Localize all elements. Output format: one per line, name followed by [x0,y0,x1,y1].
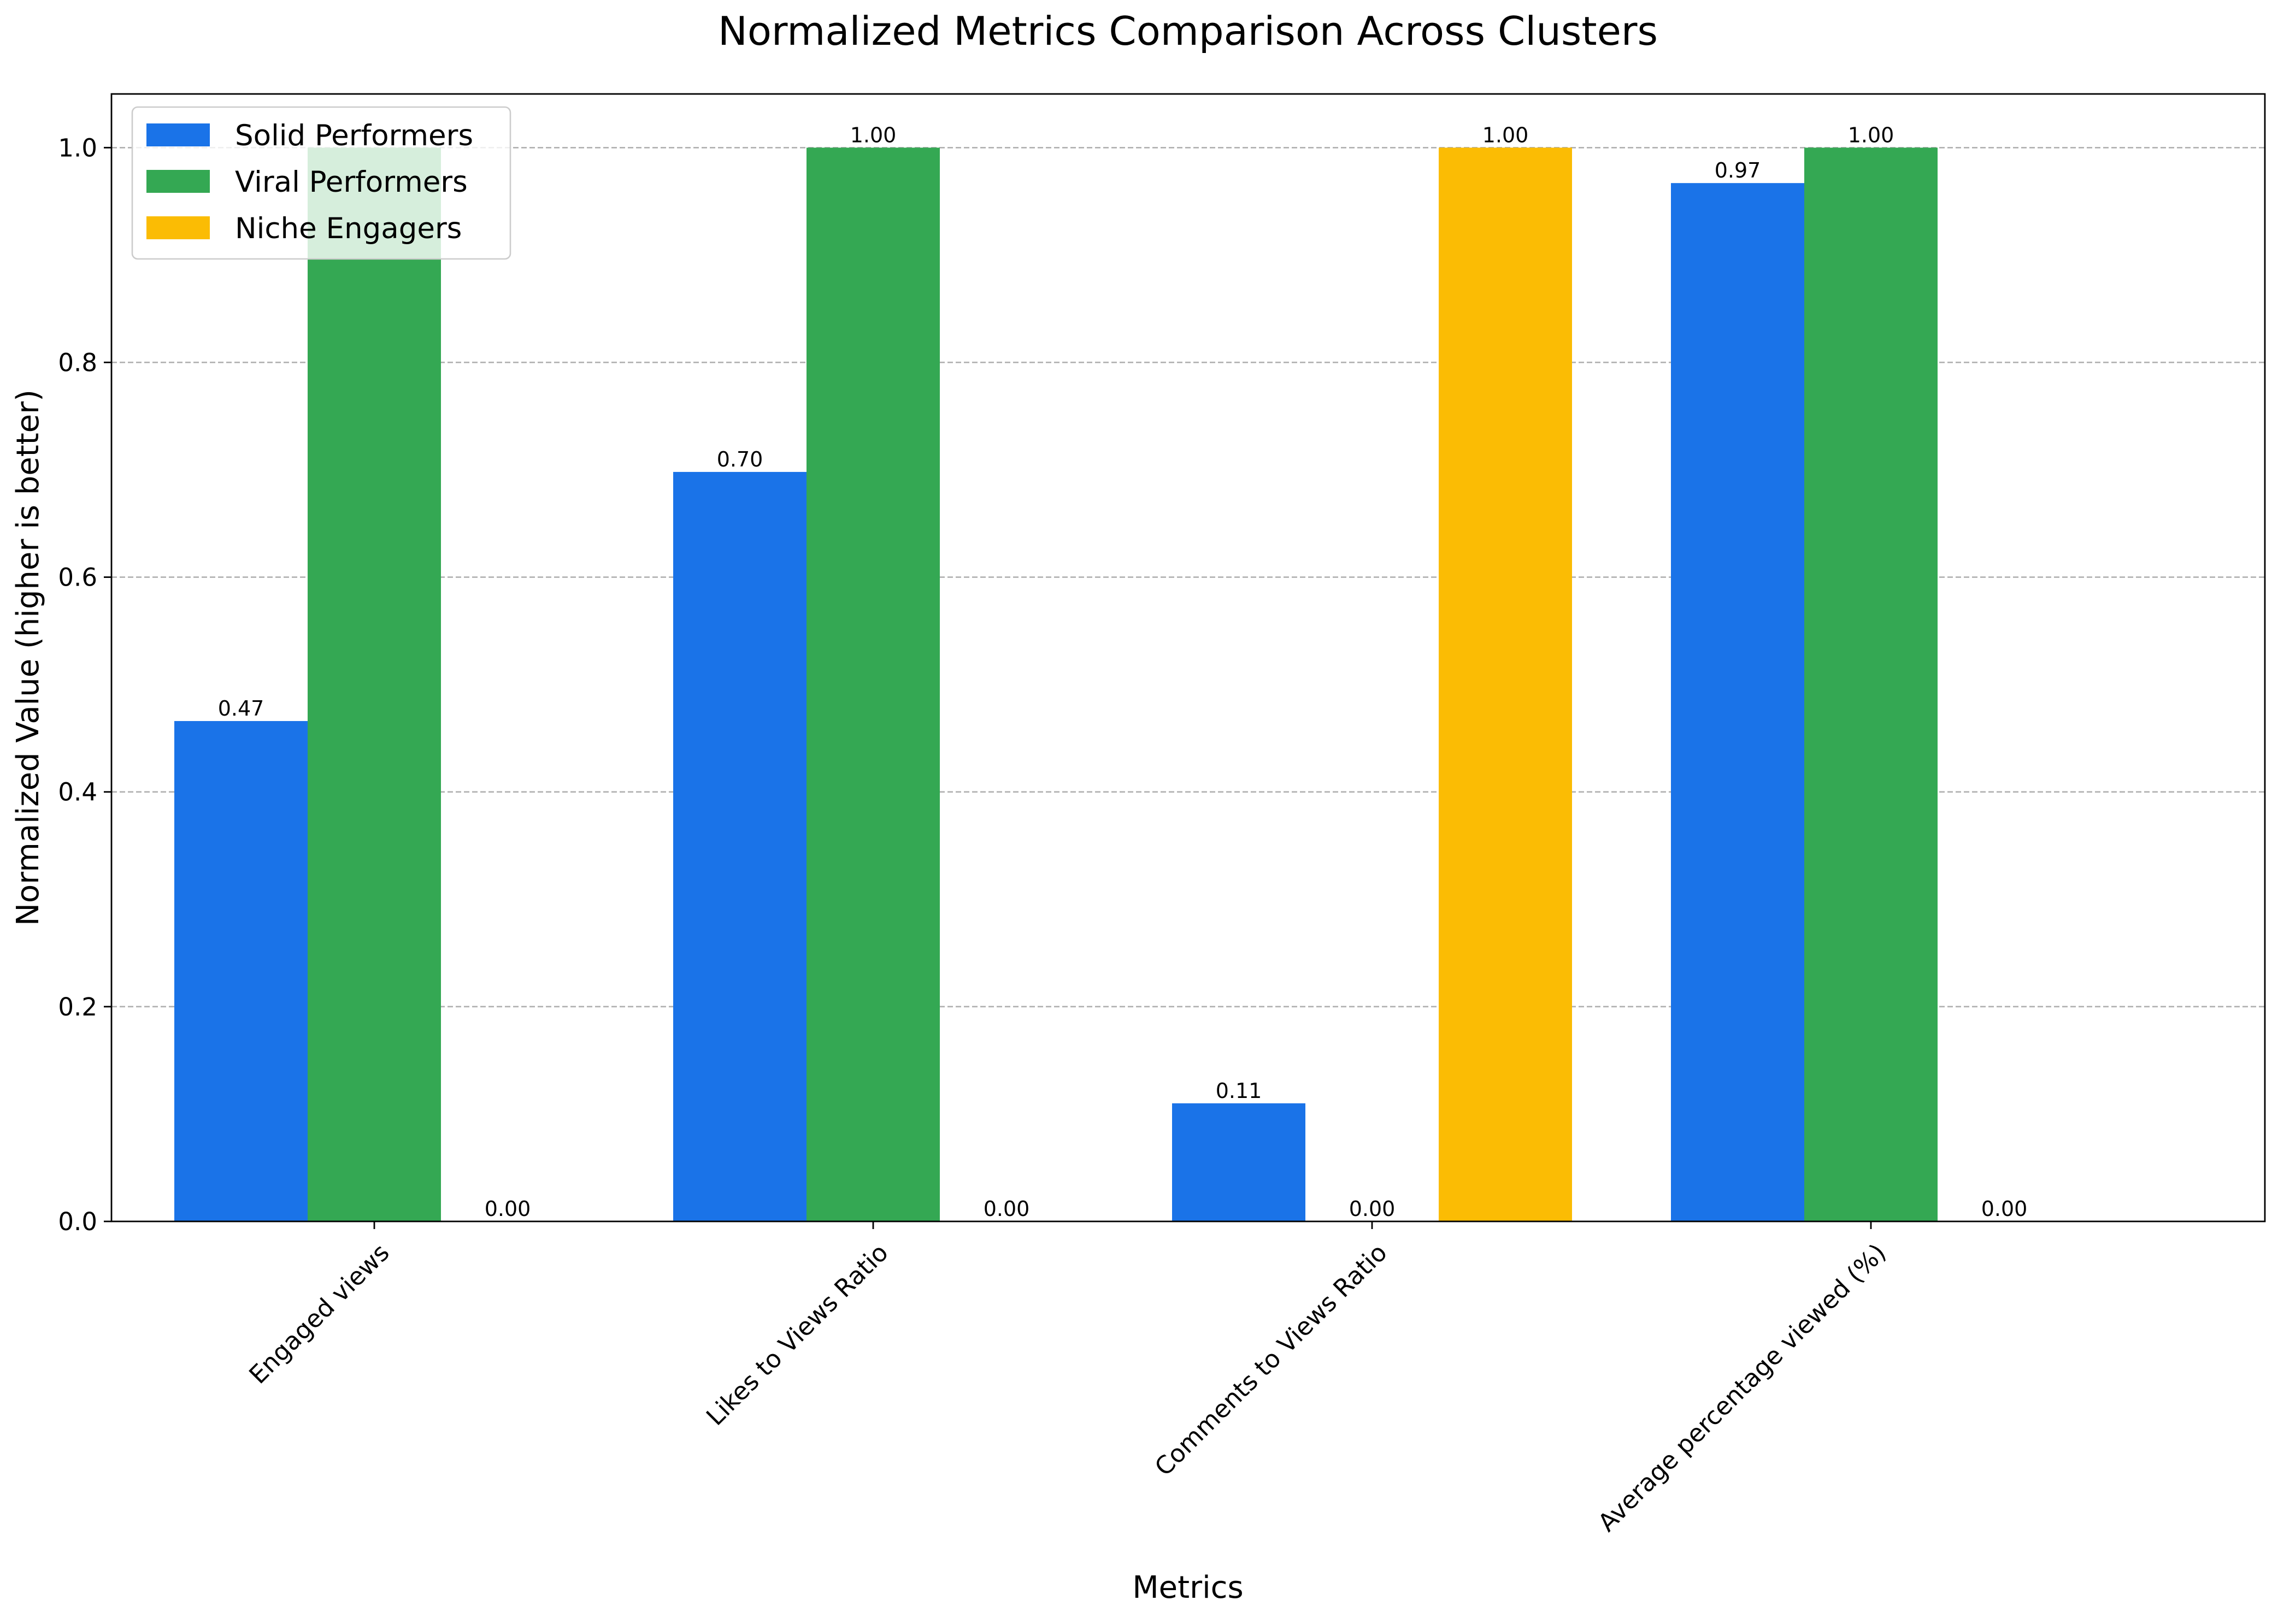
bar-value-label: 0.70 [717,447,763,471]
legend-label: Niche Engagers [235,212,462,245]
y-tick-label: 0.0 [58,1207,97,1236]
bar-value-label: 0.11 [1216,1079,1262,1103]
bar [807,147,940,1222]
bar [1172,1103,1305,1221]
bar-value-label: 0.47 [218,696,264,721]
bar [174,721,308,1221]
y-axis-ticks: 0.0 0.2 0.4 0.6 0.8 1.0 [58,133,111,1236]
legend-swatch [146,123,210,146]
bar [673,471,807,1222]
chart-title: Normalized Metrics Comparison Across Clu… [718,8,1658,54]
legend-label: Viral Performers [235,166,468,199]
bar [1804,147,1938,1222]
y-tick-label: 1.0 [58,133,97,162]
legend-items: Solid Performers Viral Performers Niche En… [146,119,473,245]
x-axis-label: Metrics [1132,1570,1243,1605]
bar-value-label: 0.00 [485,1197,531,1221]
y-tick-label: 0.6 [58,563,97,592]
legend-swatch [146,216,210,239]
bar-value-labels: 0.47 0.00 0.70 1.00 0.00 0.11 0.00 1.00 0.97 1.00… [218,123,2028,1221]
bar-value-label: 0.00 [1349,1197,1396,1221]
bar-value-label: 0.00 [984,1197,1030,1221]
legend-label: Solid Performers [235,119,473,152]
bars [174,147,1938,1222]
bar-value-label: 1.00 [850,123,897,147]
bar-value-label: 0.97 [1715,158,1761,182]
bar [1671,183,1804,1221]
legend-swatch [146,170,210,193]
legend: Solid Performers Viral Performers Niche En… [131,106,511,260]
y-tick-label: 0.4 [58,778,97,807]
legend-box [131,106,511,260]
y-tick-label: 0.2 [58,993,97,1021]
bar-value-label: 0.00 [1981,1197,2028,1221]
bar-value-label: 1.00 [1482,123,1529,147]
plot-frame [110,93,2266,1223]
bar [308,147,441,1222]
bar [1439,147,1572,1222]
grid-lines [111,146,2265,1008]
bar-value-label: 1.00 [1848,123,1894,147]
y-tick-label: 0.8 [58,348,97,377]
y-axis-label: Normalized Value (higher is better) [10,389,46,926]
